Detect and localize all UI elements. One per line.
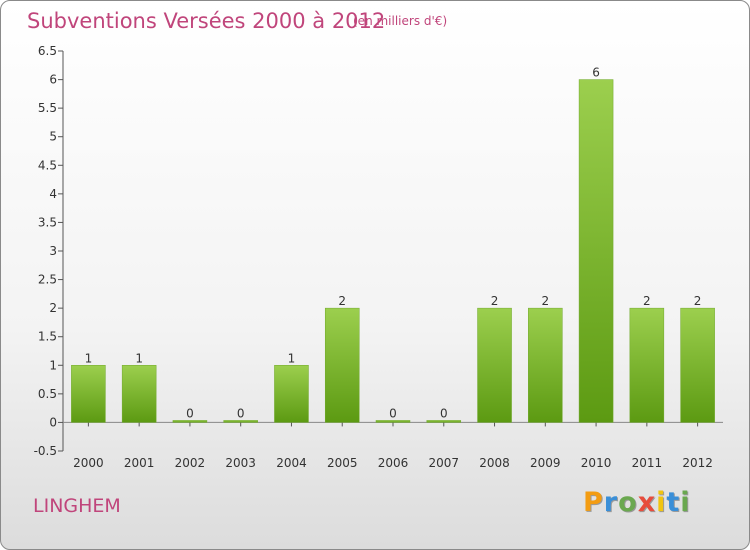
y-tick-label: 1 [49, 358, 57, 372]
y-tick-label: 2.5 [38, 273, 57, 287]
y-tick-label: 0 [49, 415, 57, 429]
x-tick-label-2001: 2001 [124, 456, 155, 470]
data-label-2011: 2 [643, 294, 651, 308]
x-tick-label-2004: 2004 [276, 456, 307, 470]
bar-2010 [578, 79, 614, 423]
bar-2009 [528, 307, 563, 423]
data-label-2008: 2 [491, 294, 499, 308]
y-tick-label: 6.5 [38, 44, 57, 58]
y-tick-label: -0.5 [34, 444, 57, 458]
logo-letter: r [603, 487, 619, 518]
y-tick-label: 2 [49, 301, 57, 315]
y-tick-label: 3 [49, 244, 57, 258]
data-label-2002: 0 [186, 406, 194, 420]
bar-2006 [375, 420, 411, 423]
y-tick-label: 6 [49, 73, 57, 87]
bar-2011 [629, 307, 665, 423]
x-tick-label-2008: 2008 [479, 456, 510, 470]
x-tick-label-2006: 2006 [378, 456, 409, 470]
y-tick-label: 4.5 [38, 158, 57, 172]
data-label-2003: 0 [237, 406, 245, 420]
x-tick-label-2003: 2003 [225, 456, 256, 470]
logo-letter: o [618, 487, 638, 518]
x-tick-label-2012: 2012 [682, 456, 713, 470]
data-label-2010: 6 [592, 66, 600, 80]
commune-name: LINGHEM [33, 495, 121, 517]
y-tick-label: 5.5 [38, 101, 57, 115]
logo-letter: i [656, 487, 667, 518]
x-tick-label-2005: 2005 [327, 456, 358, 470]
bar-2001 [121, 365, 157, 423]
y-tick-label: 1.5 [38, 330, 57, 344]
x-tick-label-2000: 2000 [73, 456, 104, 470]
y-tick-label: 3.5 [38, 215, 57, 229]
data-label-2001: 1 [135, 351, 143, 365]
bar-2004 [274, 365, 309, 423]
y-tick-label: 5 [49, 130, 57, 144]
data-label-2000: 1 [85, 351, 93, 365]
bar-2003 [223, 420, 258, 423]
x-tick-label-2011: 2011 [632, 456, 663, 470]
data-label-2005: 2 [338, 294, 346, 308]
data-label-2009: 2 [541, 294, 549, 308]
chart-title: Subventions Versées 2000 à 2012 [27, 9, 386, 33]
data-label-2007: 0 [440, 406, 448, 420]
logo-letter: i [680, 487, 691, 518]
bar-2002 [172, 420, 208, 423]
bar-2007 [426, 420, 462, 423]
data-label-2004: 1 [288, 351, 296, 365]
logo-letter: P [583, 487, 604, 518]
x-tick-label-2007: 2007 [428, 456, 459, 470]
logo-letter: x [637, 487, 657, 518]
proxiti-logo: Proxiti [583, 487, 691, 518]
bar-2008 [477, 307, 512, 423]
x-tick-label-2009: 2009 [530, 456, 561, 470]
y-tick-label: 4 [49, 187, 57, 201]
data-label-2012: 2 [694, 294, 702, 308]
chart-subtitle: (en milliers d'€) [353, 14, 448, 28]
logo-letter: t [666, 487, 681, 518]
bar-2005 [324, 307, 360, 423]
x-tick-label-2002: 2002 [175, 456, 206, 470]
bar-2000 [71, 365, 106, 423]
y-tick-label: 0.5 [38, 387, 57, 401]
bar-2012 [680, 307, 715, 423]
x-tick-label-2010: 2010 [581, 456, 612, 470]
data-label-2006: 0 [389, 406, 397, 420]
